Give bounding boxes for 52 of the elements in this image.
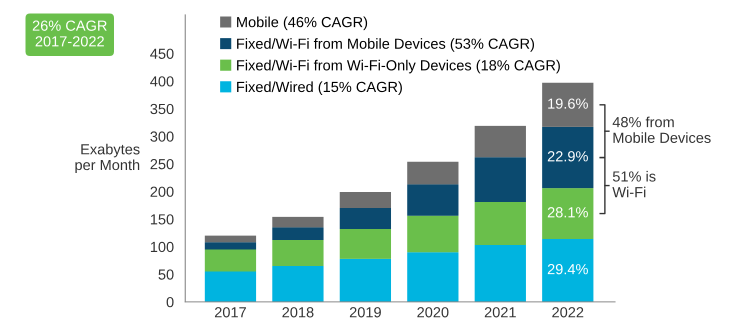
- bar: [204, 242, 256, 250]
- annotation: 29.4%: [548, 264, 588, 274]
- bar: [204, 236, 256, 242]
- y-tick-label: 450: [150, 48, 174, 59]
- x-tick-label: 2018: [282, 307, 314, 318]
- y-tick-label: 100: [150, 242, 174, 252]
- bar: [272, 216, 324, 228]
- bar: [340, 208, 392, 230]
- x-tick-label: 2022: [552, 307, 584, 318]
- bar: [204, 249, 256, 272]
- y-tick-label: 200: [150, 186, 174, 197]
- annotation: 48% from Mobile Devices: [612, 116, 711, 143]
- legend-label: Mobile (46% CAGR): [237, 16, 368, 30]
- bar: [407, 184, 458, 216]
- bar: [340, 229, 392, 259]
- bar: [542, 126, 594, 188]
- bar: [272, 266, 324, 302]
- bar: [340, 192, 392, 208]
- bar: [204, 272, 256, 302]
- y-tick-label: 150: [150, 214, 174, 225]
- legend-label: Fixed/Wi-Fi from Wi-Fi-Only Devices (18% CAGR): [237, 60, 560, 74]
- x-tick-label: 2020: [417, 307, 448, 318]
- annotation: 22.9%: [548, 151, 588, 162]
- x-tick-label: 2021: [484, 307, 516, 318]
- bar: [272, 227, 324, 240]
- bar: [474, 202, 526, 246]
- y-tick-label: 250: [150, 159, 174, 170]
- bar: [474, 157, 526, 202]
- bar: [407, 252, 458, 302]
- y-tick-label: 350: [150, 104, 174, 114]
- annotation: 51% is Wi-Fi: [612, 170, 656, 198]
- bar: [272, 240, 324, 266]
- y-tick-label: 50: [158, 269, 174, 280]
- bar: [542, 238, 594, 302]
- y-tick-label: 0: [166, 296, 174, 308]
- y-tick-label: 300: [150, 131, 174, 142]
- legend-label: Fixed/Wired (15% CAGR): [237, 81, 402, 95]
- bar: [474, 245, 526, 302]
- annotation: 19.6%: [548, 98, 588, 109]
- bar: [542, 82, 594, 127]
- bar: [474, 126, 526, 158]
- x-tick-label: 2017: [214, 307, 246, 318]
- y-tick-label: 400: [150, 76, 174, 87]
- legend-label: Fixed/Wi-Fi from Mobile Devices (53% CAGR): [237, 38, 534, 52]
- bar: [407, 216, 458, 252]
- text: 26% CAGR 2017-2022: [32, 20, 107, 47]
- annotation: 28.1%: [548, 207, 588, 218]
- bar: [542, 188, 594, 239]
- x-tick-label: 2019: [350, 307, 381, 318]
- bar: [407, 162, 458, 184]
- bar: [340, 258, 392, 302]
- y-axis-title: Exabytes per Month: [75, 144, 140, 174]
